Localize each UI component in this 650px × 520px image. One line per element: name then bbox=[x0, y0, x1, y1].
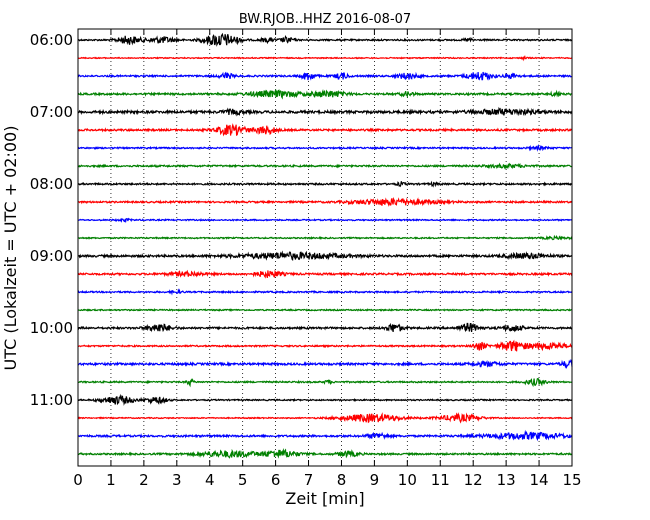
y-axis-label: UTC (Lokalzeit = UTC + 02:00) bbox=[1, 126, 20, 371]
x-tick-label: 4 bbox=[205, 471, 215, 489]
seismic-traces bbox=[77, 32, 573, 459]
x-tick-label: 1 bbox=[106, 471, 116, 489]
x-tick-label: 2 bbox=[139, 471, 149, 489]
trace-0745 bbox=[77, 162, 573, 170]
x-tick-label: 12 bbox=[464, 471, 483, 489]
y-tick-label: 07:00 bbox=[30, 103, 73, 121]
x-tick-label: 11 bbox=[431, 471, 450, 489]
y-tick-label: 10:00 bbox=[30, 319, 73, 337]
x-tick-label: 9 bbox=[370, 471, 380, 489]
trace-0600 bbox=[77, 32, 573, 47]
x-tick-label: 8 bbox=[337, 471, 347, 489]
y-tick-label: 08:00 bbox=[30, 175, 73, 193]
x-tick-label: 10 bbox=[398, 471, 417, 489]
trace-1015 bbox=[77, 339, 573, 352]
trace-0630 bbox=[77, 71, 573, 81]
x-tick-label: 14 bbox=[530, 471, 549, 489]
x-axis-ticks: 0 1 2 3 4 5 6 7 8 9 10 11 12 13 14 15 bbox=[73, 29, 582, 489]
x-tick-label: 6 bbox=[271, 471, 281, 489]
chart-title: BW.RJOB..HHZ 2016-08-07 bbox=[239, 12, 411, 27]
x-tick-label: 5 bbox=[238, 471, 248, 489]
y-axis-ticks: 06:00 07:00 08:00 09:00 10:00 11:00 bbox=[30, 31, 572, 409]
trace-0945 bbox=[78, 308, 573, 312]
trace-0800 bbox=[77, 180, 573, 188]
trace-1100 bbox=[77, 393, 573, 406]
y-tick-label: 06:00 bbox=[30, 31, 73, 49]
trace-0815 bbox=[77, 196, 573, 207]
trace-0715 bbox=[78, 123, 573, 137]
x-tick-label: 15 bbox=[562, 471, 581, 489]
trace-0845 bbox=[77, 234, 573, 241]
y-tick-label: 09:00 bbox=[30, 247, 73, 265]
trace-1115 bbox=[77, 412, 573, 424]
trace-0915 bbox=[77, 269, 573, 279]
trace-1045 bbox=[77, 377, 573, 388]
trace-0645 bbox=[77, 88, 573, 100]
grid-lines bbox=[110, 29, 540, 466]
trace-0700 bbox=[77, 106, 573, 117]
x-tick-label: 13 bbox=[497, 471, 516, 489]
trace-1145 bbox=[77, 447, 573, 459]
trace-0615 bbox=[77, 55, 573, 62]
x-tick-label: 3 bbox=[172, 471, 182, 489]
trace-0900 bbox=[77, 250, 573, 262]
trace-1000 bbox=[77, 322, 573, 333]
trace-0930 bbox=[77, 288, 573, 296]
x-axis-label: Zeit [min] bbox=[285, 489, 364, 508]
trace-0730 bbox=[77, 143, 573, 152]
x-tick-label: 7 bbox=[304, 471, 314, 489]
plot-frame bbox=[77, 28, 573, 467]
trace-1130 bbox=[77, 429, 573, 442]
x-tick-label: 0 bbox=[73, 471, 83, 489]
y-tick-label: 11:00 bbox=[30, 391, 73, 409]
trace-1030 bbox=[77, 358, 573, 370]
trace-0830 bbox=[77, 217, 573, 224]
